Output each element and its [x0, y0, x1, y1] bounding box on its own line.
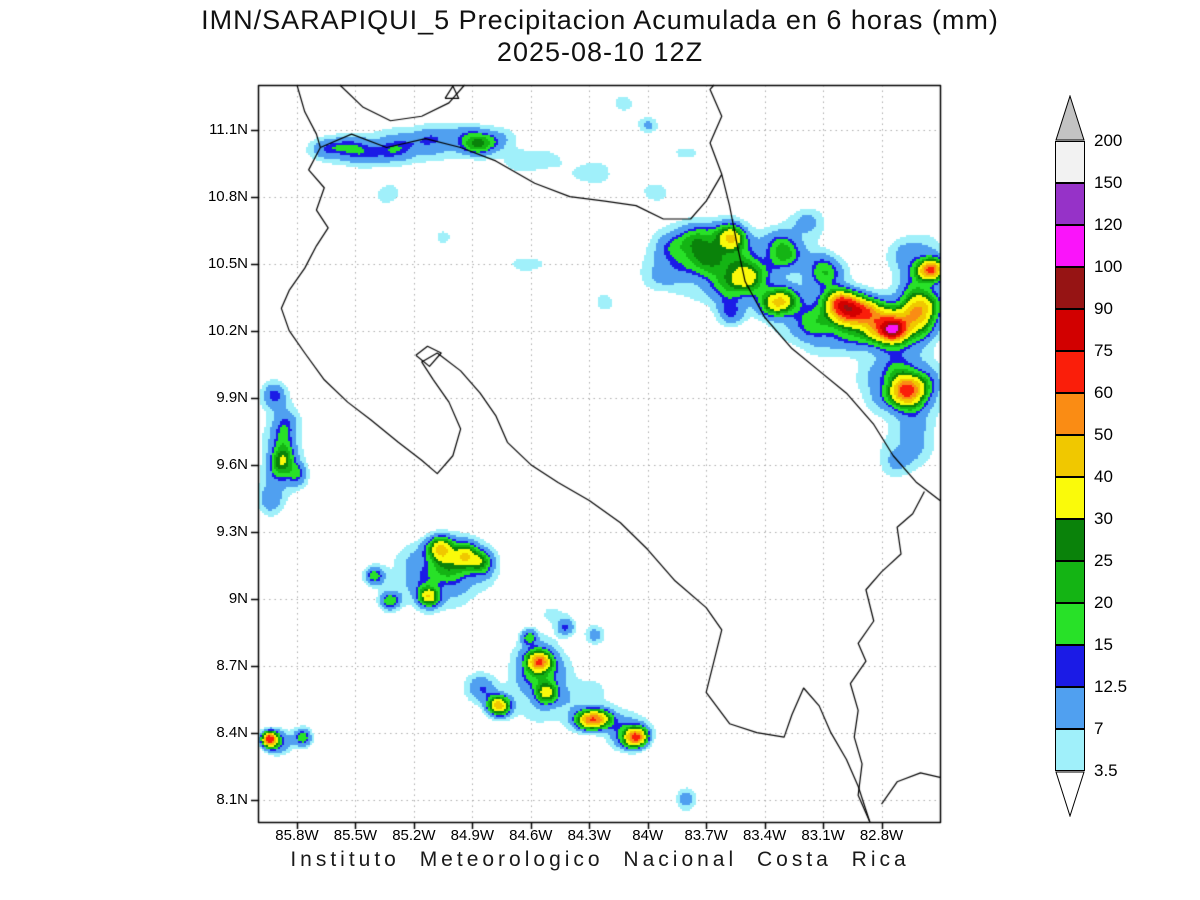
colorbar-level-label: 90: [1094, 299, 1113, 318]
lon-tick-label: 85.8W: [275, 827, 319, 844]
colorbar-band: [1055, 729, 1085, 771]
colorbar-band: [1055, 351, 1085, 393]
lat-tick-label: 8.1N: [216, 790, 248, 808]
colorbar-level-label: 40: [1094, 467, 1113, 486]
lat-tick-label: 9.3N: [216, 522, 248, 540]
lat-tick-label: 8.4N: [216, 723, 248, 741]
lat-tick-label: 10.2N: [207, 321, 248, 339]
colorbar-band: [1055, 183, 1085, 225]
lon-tick-label: 82.8W: [859, 827, 904, 844]
lon-tick-label: 85.2W: [392, 827, 436, 844]
lon-tick-label: 83.4W: [742, 827, 787, 844]
colorbar-level-label: 20: [1094, 593, 1113, 612]
lon-tick-label: 83.1W: [801, 827, 845, 844]
colorbar-level-label: 3.5: [1094, 761, 1118, 780]
colorbar-band: [1055, 687, 1085, 729]
lon-tick-label: 84.9W: [450, 827, 494, 844]
colorbar-band: [1055, 477, 1085, 519]
colorbar-band: [1055, 519, 1085, 561]
lat-tick-label: 9.6N: [216, 455, 248, 473]
colorbar-level-label: 200: [1094, 131, 1123, 150]
colorbar-band: [1055, 603, 1085, 645]
colorbar-level-label: 12.5: [1094, 677, 1128, 696]
colorbar-level-label: 100: [1094, 257, 1123, 276]
colorbar-band: [1055, 435, 1085, 477]
colorbar-band: [1055, 309, 1085, 351]
colorbar-level-label: 15: [1094, 635, 1113, 654]
lat-tick-label: 9N: [228, 589, 248, 607]
lat-tick-label: 9.9N: [216, 388, 248, 406]
colorbar-under-arrow-icon: [1055, 771, 1085, 818]
lat-tick-label: 10.8N: [207, 187, 248, 205]
lon-tick-label: 84.6W: [509, 827, 553, 844]
colorbar-band: [1055, 225, 1085, 267]
colorbar-level-label: 30: [1094, 509, 1113, 528]
colorbar-band: [1055, 645, 1085, 687]
lon-tick-label: 84W: [632, 827, 664, 844]
colorbar-band: [1055, 267, 1085, 309]
lat-tick-label: 10.5N: [207, 254, 248, 272]
colorbar-band: [1055, 141, 1085, 183]
colorbar-band: [1055, 561, 1085, 603]
lon-tick-label: 83.7W: [684, 827, 728, 844]
lon-tick-label: 84.3W: [567, 827, 611, 844]
colorbar-level-label: 75: [1094, 341, 1113, 360]
colorbar-level-label: 50: [1094, 425, 1113, 444]
lon-tick-label: 85.5W: [333, 827, 378, 844]
colorbar-level-label: 150: [1094, 173, 1123, 192]
lat-tick-label: 8.7N: [216, 656, 248, 674]
colorbar-level-label: 7: [1094, 719, 1104, 738]
colorbar-level-label: 120: [1094, 215, 1123, 234]
lat-tick-label: 11.1N: [209, 120, 248, 138]
colorbar-over-arrow-icon: [1055, 94, 1085, 141]
colorbar-level-label: 25: [1094, 551, 1113, 570]
colorbar-level-label: 60: [1094, 383, 1113, 402]
colorbar-band: [1055, 393, 1085, 435]
